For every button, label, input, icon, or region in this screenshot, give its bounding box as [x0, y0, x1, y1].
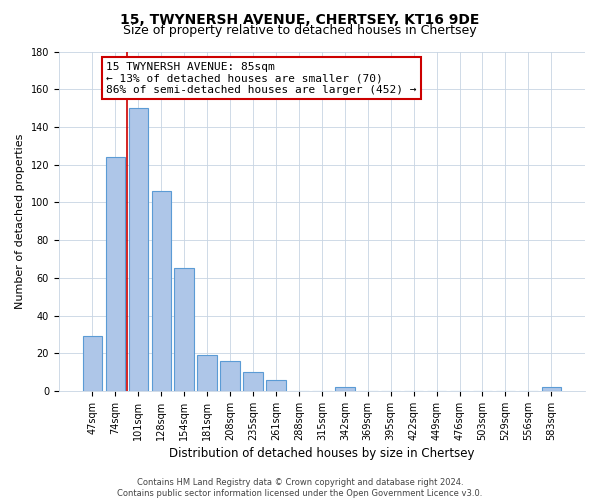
Bar — [152, 191, 171, 391]
Text: Contains HM Land Registry data © Crown copyright and database right 2024.
Contai: Contains HM Land Registry data © Crown c… — [118, 478, 482, 498]
Text: 15 TWYNERSH AVENUE: 85sqm
← 13% of detached houses are smaller (70)
86% of semi-: 15 TWYNERSH AVENUE: 85sqm ← 13% of detac… — [106, 62, 416, 95]
Bar — [266, 380, 286, 391]
Bar — [106, 157, 125, 391]
Bar — [335, 387, 355, 391]
Bar — [542, 387, 561, 391]
Bar — [244, 372, 263, 391]
X-axis label: Distribution of detached houses by size in Chertsey: Distribution of detached houses by size … — [169, 447, 475, 460]
Bar — [197, 355, 217, 391]
Bar — [175, 268, 194, 391]
Bar — [83, 336, 102, 391]
Y-axis label: Number of detached properties: Number of detached properties — [15, 134, 25, 309]
Text: Size of property relative to detached houses in Chertsey: Size of property relative to detached ho… — [123, 24, 477, 37]
Bar — [220, 361, 240, 391]
Bar — [128, 108, 148, 391]
Text: 15, TWYNERSH AVENUE, CHERTSEY, KT16 9DE: 15, TWYNERSH AVENUE, CHERTSEY, KT16 9DE — [121, 12, 479, 26]
